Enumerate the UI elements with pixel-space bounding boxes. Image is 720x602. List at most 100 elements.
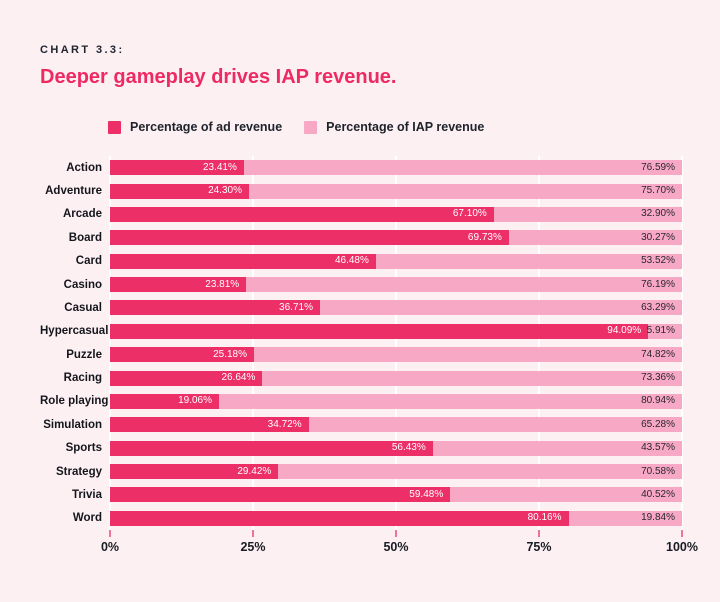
gridline-0 bbox=[109, 156, 111, 530]
category-label: Adventure bbox=[45, 185, 102, 198]
bar-row: Word 80.16% 19.84% bbox=[40, 507, 682, 530]
bar-row: Strategy 29.42% 70.58% bbox=[40, 460, 682, 483]
bar-chart: Action 23.41% 76.59% Adventure 24.30% 75… bbox=[40, 156, 698, 556]
bar-track: 69.73% 30.27% bbox=[110, 230, 682, 246]
ad-value-label: 69.73% bbox=[467, 231, 502, 243]
ad-bar-segment: 19.06% bbox=[110, 393, 220, 409]
iap-bar-segment: 75.70% bbox=[248, 183, 682, 199]
axis-tick-100 bbox=[681, 530, 683, 537]
ad-bar-segment: 29.42% bbox=[110, 464, 279, 480]
category-label: Puzzle bbox=[66, 348, 102, 361]
page-title: Deeper gameplay drives IAP revenue. bbox=[40, 66, 397, 88]
iap-bar-segment: 76.19% bbox=[246, 277, 682, 293]
gridline-50 bbox=[395, 156, 397, 530]
ad-value-label: 56.43% bbox=[391, 442, 426, 454]
bar-row: Action 23.41% 76.59% bbox=[40, 156, 682, 179]
bar-track: 80.16% 19.84% bbox=[110, 510, 682, 526]
legend: Percentage of ad revenue Percentage of I… bbox=[108, 120, 484, 134]
gridline-25 bbox=[252, 156, 254, 530]
ad-bar-segment: 94.09% bbox=[110, 323, 649, 339]
category-label: Hypercasual bbox=[40, 325, 109, 338]
iap-value-label: 30.27% bbox=[641, 231, 675, 243]
iap-bar-segment: 76.59% bbox=[243, 160, 682, 176]
iap-value-label: 65.28% bbox=[641, 418, 675, 430]
category-label: Trivia bbox=[71, 488, 102, 501]
bar-row: Sports 56.43% 43.57% bbox=[40, 437, 682, 460]
iap-value-label: 73.36% bbox=[641, 372, 675, 384]
ad-bar-segment: 24.30% bbox=[110, 183, 249, 199]
axis-tick-75 bbox=[538, 530, 540, 537]
category-label: Casual bbox=[64, 301, 102, 314]
ad-value-label: 29.42% bbox=[237, 465, 272, 477]
category-label: Word bbox=[72, 512, 102, 525]
iap-bar-segment: 74.82% bbox=[254, 347, 682, 363]
iap-value-label: 70.58% bbox=[641, 465, 675, 477]
iap-bar-segment: 53.52% bbox=[375, 253, 682, 269]
iap-value-label: 75.70% bbox=[641, 185, 675, 197]
bar-track: 56.43% 43.57% bbox=[110, 440, 682, 456]
bar-track: 59.48% 40.52% bbox=[110, 487, 682, 503]
ad-bar-segment: 36.71% bbox=[110, 300, 320, 316]
legend-label-iap: Percentage of IAP revenue bbox=[326, 120, 485, 134]
bar-track: 94.09% 5.91% bbox=[110, 323, 682, 339]
category-label: Board bbox=[68, 231, 102, 244]
x-axis-label-100: 100% bbox=[666, 540, 698, 554]
ad-value-label: 23.41% bbox=[202, 161, 237, 173]
iap-value-label: 5.91% bbox=[646, 325, 675, 337]
legend-item-iap-revenue: Percentage of IAP revenue bbox=[304, 120, 484, 134]
ad-bar-segment: 46.48% bbox=[110, 253, 376, 269]
iap-bar-segment: 30.27% bbox=[508, 230, 682, 246]
x-axis-label-75: 75% bbox=[526, 540, 552, 554]
iap-bar-segment: 19.84% bbox=[568, 510, 682, 526]
ad-value-label: 59.48% bbox=[409, 488, 444, 500]
gridline-75 bbox=[538, 156, 540, 530]
bar-row: Simulation 34.72% 65.28% bbox=[40, 413, 682, 436]
ad-bar-segment: 25.18% bbox=[110, 347, 255, 363]
bar-track: 36.71% 63.29% bbox=[110, 300, 682, 316]
iap-bar-segment: 73.36% bbox=[262, 370, 682, 386]
ad-bar-segment: 80.16% bbox=[110, 510, 569, 526]
category-label: Simulation bbox=[43, 418, 102, 431]
iap-bar-segment: 80.94% bbox=[219, 393, 682, 409]
ad-bar-segment: 26.64% bbox=[110, 370, 263, 386]
ad-value-label: 25.18% bbox=[213, 348, 248, 360]
bar-rows: Action 23.41% 76.59% Adventure 24.30% 75… bbox=[40, 156, 682, 530]
ad-value-label: 26.64% bbox=[221, 372, 256, 384]
bar-row: Casino 23.81% 76.19% bbox=[40, 273, 682, 296]
bar-track: 23.81% 76.19% bbox=[110, 277, 682, 293]
iap-bar-segment: 43.57% bbox=[432, 440, 682, 456]
x-axis-label-50: 50% bbox=[383, 540, 409, 554]
bar-track: 46.48% 53.52% bbox=[110, 253, 682, 269]
ad-value-label: 36.71% bbox=[279, 301, 313, 313]
iap-value-label: 74.82% bbox=[641, 348, 675, 360]
bar-track: 34.72% 65.28% bbox=[110, 417, 682, 433]
ad-value-label: 80.16% bbox=[527, 512, 562, 524]
axis-tick-0 bbox=[109, 530, 111, 537]
iap-value-label: 53.52% bbox=[641, 255, 675, 267]
x-axis-label-25: 25% bbox=[240, 540, 266, 554]
category-label: Card bbox=[75, 255, 102, 268]
bar-row: Hypercasual 94.09% 5.91% bbox=[40, 320, 682, 343]
category-label: Arcade bbox=[63, 208, 102, 221]
iap-value-label: 32.90% bbox=[641, 208, 675, 220]
legend-swatch-ad-icon bbox=[108, 120, 121, 134]
iap-bar-segment: 65.28% bbox=[308, 417, 682, 433]
bar-track: 24.30% 75.70% bbox=[110, 183, 682, 199]
ad-value-label: 24.30% bbox=[208, 185, 242, 197]
ad-value-label: 67.10% bbox=[452, 208, 487, 220]
bar-row: Puzzle 25.18% 74.82% bbox=[40, 343, 682, 366]
axis-tick-25 bbox=[252, 530, 254, 537]
iap-bar-segment: 63.29% bbox=[319, 300, 682, 316]
iap-bar-segment: 5.91% bbox=[646, 323, 682, 339]
bar-track: 29.42% 70.58% bbox=[110, 464, 682, 480]
category-label: Role playing bbox=[40, 395, 109, 408]
ad-value-label: 23.81% bbox=[205, 278, 240, 290]
ad-value-label: 34.72% bbox=[267, 418, 302, 430]
bar-track: 67.10% 32.90% bbox=[110, 206, 682, 222]
bar-row: Role playing 19.06% 80.94% bbox=[40, 390, 682, 413]
iap-value-label: 19.84% bbox=[641, 512, 675, 524]
ad-bar-segment: 23.81% bbox=[110, 277, 247, 293]
bar-track: 26.64% 73.36% bbox=[110, 370, 682, 386]
ad-value-label: 94.09% bbox=[607, 325, 642, 337]
